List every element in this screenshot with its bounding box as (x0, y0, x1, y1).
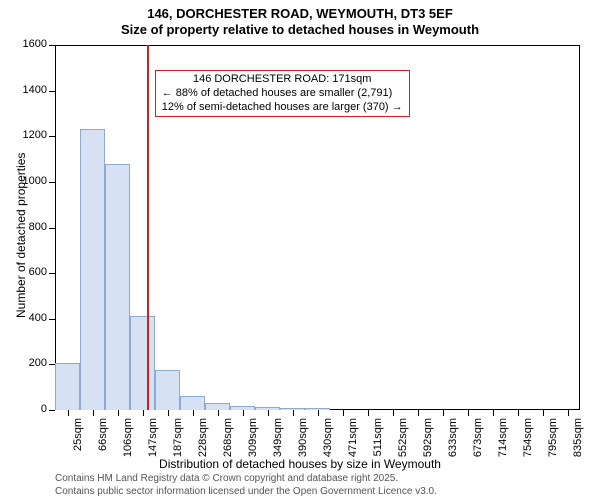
y-tick (49, 228, 55, 229)
x-tick (368, 410, 369, 416)
x-tick-label: 835sqm (572, 418, 584, 468)
x-tick-label: 511sqm (372, 418, 384, 468)
y-tick-label: 1200 (7, 129, 47, 141)
x-tick (293, 410, 294, 416)
plot-area: 146 DORCHESTER ROAD: 171sqm← 88% of deta… (55, 45, 580, 410)
footer-line2: Contains public sector information licen… (55, 485, 437, 498)
x-tick-label: 106sqm (122, 418, 134, 468)
y-tick-label: 800 (7, 221, 47, 233)
y-tick (49, 410, 55, 411)
x-tick (143, 410, 144, 416)
chart-container: 146, DORCHESTER ROAD, WEYMOUTH, DT3 5EF … (0, 0, 600, 500)
x-tick-label: 390sqm (297, 418, 309, 468)
footer-line1: Contains HM Land Registry data © Crown c… (55, 472, 437, 485)
x-tick (68, 410, 69, 416)
x-tick (568, 410, 569, 416)
histogram-bar (80, 129, 105, 410)
x-tick-label: 754sqm (522, 418, 534, 468)
x-tick-label: 228sqm (197, 418, 209, 468)
x-tick-label: 633sqm (447, 418, 459, 468)
reference-line (147, 45, 149, 410)
histogram-bar (55, 363, 80, 410)
x-tick (343, 410, 344, 416)
x-tick (393, 410, 394, 416)
x-tick-label: 552sqm (397, 418, 409, 468)
x-tick-label: 471sqm (347, 418, 359, 468)
x-tick-label: 147sqm (147, 418, 159, 468)
x-tick-label: 430sqm (322, 418, 334, 468)
x-tick (418, 410, 419, 416)
y-tick (49, 136, 55, 137)
histogram-bar (105, 164, 130, 410)
x-tick-label: 592sqm (422, 418, 434, 468)
x-tick-label: 795sqm (547, 418, 559, 468)
x-tick (193, 410, 194, 416)
annotation-line: 146 DORCHESTER ROAD: 171sqm (162, 73, 403, 87)
y-tick (49, 319, 55, 320)
x-tick-label: 66sqm (97, 418, 109, 468)
y-tick (49, 91, 55, 92)
y-tick-label: 400 (7, 312, 47, 324)
annotation-line: ← 88% of detached houses are smaller (2,… (162, 87, 403, 101)
x-tick (493, 410, 494, 416)
y-tick-label: 600 (7, 266, 47, 278)
x-tick (543, 410, 544, 416)
x-tick (518, 410, 519, 416)
x-tick (443, 410, 444, 416)
annotation-line: 12% of semi-detached houses are larger (… (162, 101, 403, 115)
x-tick-label: 309sqm (247, 418, 259, 468)
axis-spine (55, 45, 580, 46)
y-tick-label: 200 (7, 357, 47, 369)
x-tick-label: 714sqm (497, 418, 509, 468)
x-tick-label: 268sqm (222, 418, 234, 468)
y-tick (49, 273, 55, 274)
x-tick (468, 410, 469, 416)
histogram-bar (130, 316, 155, 410)
footer-attribution: Contains HM Land Registry data © Crown c… (55, 472, 437, 498)
x-tick (93, 410, 94, 416)
x-tick (243, 410, 244, 416)
x-tick-label: 187sqm (172, 418, 184, 468)
x-tick (318, 410, 319, 416)
chart-title-line2: Size of property relative to detached ho… (0, 22, 600, 37)
x-tick-label: 349sqm (272, 418, 284, 468)
y-tick-label: 1400 (7, 84, 47, 96)
y-tick-label: 0 (7, 403, 47, 415)
y-tick-label: 1600 (7, 38, 47, 50)
x-tick (118, 410, 119, 416)
x-tick (268, 410, 269, 416)
histogram-bar (155, 370, 180, 410)
x-tick (168, 410, 169, 416)
chart-title-line1: 146, DORCHESTER ROAD, WEYMOUTH, DT3 5EF (0, 6, 600, 21)
x-tick (218, 410, 219, 416)
annotation-box: 146 DORCHESTER ROAD: 171sqm← 88% of deta… (155, 70, 410, 117)
histogram-bar (205, 403, 230, 410)
y-tick (49, 182, 55, 183)
x-tick-label: 673sqm (472, 418, 484, 468)
x-tick-label: 25sqm (72, 418, 84, 468)
histogram-bar (180, 396, 205, 410)
axis-spine (579, 45, 580, 410)
axis-spine (55, 45, 56, 410)
y-tick (49, 45, 55, 46)
y-tick-label: 1000 (7, 175, 47, 187)
